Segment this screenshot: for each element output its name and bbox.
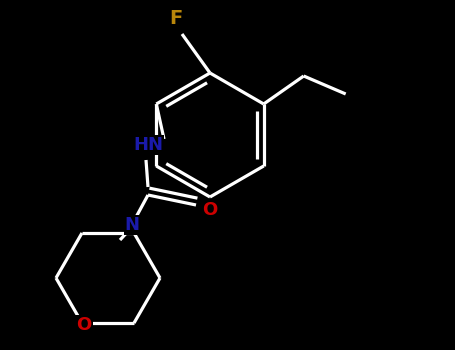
Text: HN: HN — [133, 136, 163, 154]
Text: N: N — [125, 216, 140, 234]
Text: O: O — [76, 316, 91, 334]
Text: F: F — [169, 9, 182, 28]
Text: O: O — [202, 201, 217, 219]
